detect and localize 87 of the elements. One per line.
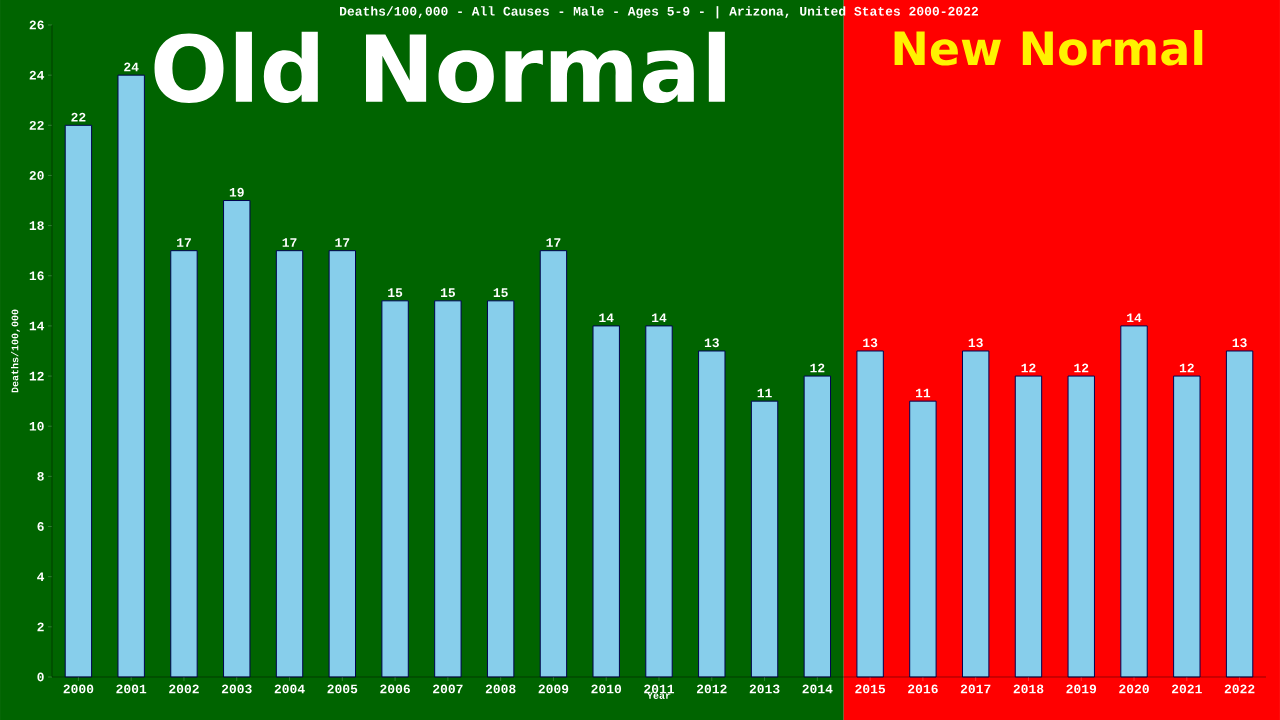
data-label: 11: [757, 388, 772, 398]
bar: [486, 300, 515, 678]
y-tick-label: 14: [29, 321, 45, 331]
y-tick-label: 22: [29, 120, 44, 130]
data-label: 22: [71, 112, 86, 122]
y-tick-label: 20: [29, 171, 44, 180]
x-tick-label: 2018: [1013, 684, 1044, 694]
bar: [856, 350, 884, 678]
data-label: 13: [968, 338, 983, 348]
data-label: 15: [493, 288, 508, 297]
data-label: 11: [915, 388, 931, 398]
x-tick-label: 2002: [169, 684, 199, 694]
bar: [645, 325, 673, 678]
data-label: 17: [177, 238, 191, 247]
y-tick-label: 24: [29, 70, 45, 80]
data-label: 13: [1232, 338, 1247, 348]
bar: [539, 250, 568, 678]
x-tick-label: 2016: [908, 684, 938, 694]
data-label: 13: [704, 338, 719, 348]
x-tick-label: 2000: [63, 684, 94, 694]
x-tick-label: 2009: [538, 684, 569, 694]
x-tick-label: 2005: [327, 684, 358, 694]
data-label: 15: [388, 288, 403, 297]
bar: [64, 124, 93, 678]
x-tick-label: 2010: [591, 684, 622, 694]
x-tick-label: 2003: [221, 684, 252, 694]
y-axis-title: Deaths/100,000: [10, 309, 21, 393]
x-tick-label: 2008: [485, 684, 516, 694]
bar: [1014, 375, 1043, 678]
bar: [698, 350, 726, 678]
bar: [803, 375, 832, 678]
data-label: 17: [335, 238, 350, 247]
data-label: 12: [1179, 363, 1194, 373]
bar: [1173, 375, 1201, 678]
y-tick-label: 2: [37, 622, 44, 632]
y-tick-label: 26: [29, 20, 44, 30]
x-tick-label: 2004: [274, 684, 305, 694]
band-label: New Normal: [894, 30, 1203, 66]
y-tick-label: 16: [29, 271, 44, 281]
data-label: 19: [229, 187, 244, 197]
x-tick-label: 2015: [855, 684, 886, 694]
bar: [381, 300, 409, 678]
data-label: 24: [124, 62, 139, 72]
x-tick-label: 2022: [1224, 684, 1255, 694]
bar: [170, 250, 198, 678]
y-tick-label: 10: [29, 421, 44, 431]
x-tick-label: 2011: [644, 684, 675, 694]
x-tick-label: 2019: [1066, 684, 1097, 694]
x-tick-label: 2007: [433, 684, 463, 694]
bar: [328, 250, 357, 678]
bar: [1225, 350, 1254, 678]
x-tick-label: 2001: [116, 684, 147, 694]
bar: [117, 74, 145, 678]
x-axis-title: Year: [647, 692, 671, 699]
x-tick-label: 2014: [802, 684, 833, 694]
x-tick-label: 2013: [749, 684, 780, 694]
y-tick-label: 4: [37, 572, 45, 581]
x-tick-label: 2012: [696, 684, 727, 694]
y-tick-label: 8: [37, 471, 44, 481]
bar: [592, 325, 620, 678]
data-label: 15: [440, 288, 456, 297]
bar: [275, 250, 304, 678]
y-tick-label: 0: [37, 672, 44, 682]
data-label: 14: [652, 313, 667, 323]
data-label: 12: [810, 363, 825, 373]
y-tick-label: 12: [29, 371, 44, 381]
data-label: 13: [863, 338, 878, 348]
bar: [750, 400, 779, 678]
data-label: 14: [599, 313, 614, 323]
y-tick-label: 6: [37, 522, 44, 531]
bar: [223, 200, 251, 678]
x-tick-label: 2006: [380, 684, 410, 694]
bar: [1120, 325, 1148, 678]
band-label: Old Normal: [154, 31, 725, 103]
bar: [909, 400, 937, 678]
data-label: 12: [1021, 363, 1036, 373]
bar: [1067, 375, 1095, 678]
data-label: 12: [1074, 363, 1089, 373]
bar: [434, 300, 462, 678]
data-label: 14: [1127, 313, 1142, 323]
x-tick-label: 2017: [960, 684, 991, 694]
x-tick-label: 2020: [1119, 684, 1149, 694]
bar: [961, 350, 990, 678]
y-tick-label: 18: [29, 221, 44, 231]
data-label: 17: [282, 238, 297, 247]
x-tick-label: 2021: [1171, 684, 1202, 694]
data-label: 17: [546, 238, 561, 247]
